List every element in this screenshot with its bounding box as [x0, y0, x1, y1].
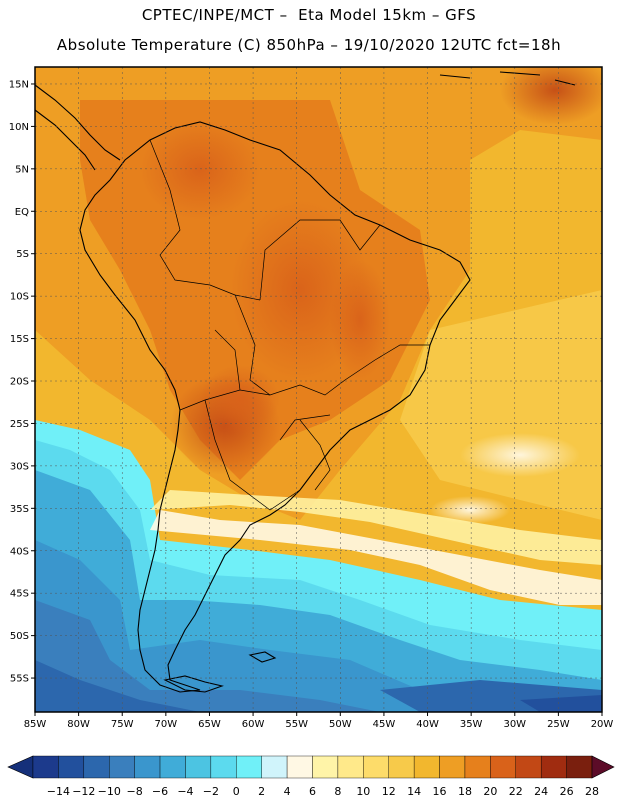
colorbar-label: 22 — [509, 785, 523, 798]
lat-tick-label: 15S — [10, 334, 29, 345]
coastlines — [35, 71, 576, 693]
lon-tick-label: 70W — [155, 719, 178, 730]
tierra-del-fuego — [163, 675, 224, 693]
lon-tick-label: 25W — [547, 719, 570, 730]
colorbar-label: 2 — [258, 785, 265, 798]
colorbar-low-arrow — [7, 755, 34, 779]
colorbar-swatch — [134, 755, 161, 779]
colorbar-swatch — [185, 755, 212, 779]
lat-tick-label: EQ — [15, 207, 29, 218]
colorbar: −14 −12 −10 −8 −6 −4 −2 0 2 4 6 8 10 12 14 16 18 20 22 24 26… — [7, 755, 615, 798]
colorbar-label: 4 — [284, 785, 291, 798]
south-america-coastline — [79, 121, 471, 693]
chart-title-line1: CPTEC/INPE/MCT – Eta Model 15km – GFS — [141, 6, 477, 24]
colorbar-swatch — [464, 755, 491, 779]
lon-tick-label: 65W — [198, 719, 221, 730]
latitude-axis: 15N 10N 5N EQ 5S 10S 15S 20S 25S 30S 35S 40S 45S 50S 5… — [9, 79, 35, 685]
colorbar-swatch — [337, 755, 364, 779]
lon-tick-label: 30W — [503, 719, 526, 730]
borders-north — [149, 139, 430, 396]
lat-tick-label: 25S — [10, 419, 29, 430]
colorbar-swatch — [159, 755, 186, 779]
lon-tick-label: 35W — [460, 719, 483, 730]
colorbar-label: 26 — [560, 785, 574, 798]
colorbar-swatch — [83, 755, 110, 779]
colorbar-swatch — [261, 755, 288, 779]
lat-tick-label: 55S — [10, 674, 29, 685]
colorbar-label: 0 — [233, 785, 240, 798]
colorbar-label: −10 — [98, 785, 121, 798]
colorbar-label: 16 — [433, 785, 447, 798]
longitude-axis: 85W 80W 75W 70W 65W 60W 55W 50W 45W 40W 35W 30W 25W 2… — [24, 712, 614, 730]
colorbar-swatch — [388, 755, 415, 779]
lon-tick-label: 55W — [285, 719, 308, 730]
colorbar-swatch — [413, 755, 440, 779]
lon-tick-label: 75W — [111, 719, 134, 730]
lon-tick-label: 50W — [329, 719, 352, 730]
colorbar-swatch — [515, 755, 542, 779]
colorbar-label: 12 — [382, 785, 396, 798]
lat-tick-label: 30S — [10, 461, 29, 472]
lon-tick-label: 40W — [416, 719, 439, 730]
map-frame — [34, 66, 603, 713]
colorbar-swatch — [236, 755, 262, 779]
colorbar-label: 10 — [356, 785, 370, 798]
colorbar-label: 20 — [483, 785, 497, 798]
lat-tick-label: 10S — [10, 292, 29, 303]
lat-tick-label: 35S — [10, 504, 29, 515]
lat-tick-label: 15N — [9, 79, 29, 90]
colorbar-label: 24 — [534, 785, 548, 798]
colorbar-label: −12 — [72, 785, 95, 798]
lat-tick-label: 20S — [10, 377, 29, 388]
lat-tick-label: 10N — [9, 122, 29, 133]
colorbar-label: −14 — [47, 785, 70, 798]
colorbar-label: −4 — [177, 785, 193, 798]
colorbar-label: 8 — [334, 785, 341, 798]
country-borders — [149, 139, 430, 511]
borders-south — [179, 329, 331, 511]
colorbar-label: −2 — [203, 785, 219, 798]
lon-tick-label: 20W — [591, 719, 614, 730]
colorbar-swatch — [286, 755, 313, 779]
colorbar-swatch — [210, 755, 237, 779]
lat-tick-label: 50S — [10, 631, 29, 642]
colorbar-swatch — [312, 755, 339, 779]
colorbar-label: −8 — [127, 785, 143, 798]
lat-tick-label: 5S — [16, 249, 29, 260]
falkland-islands — [248, 651, 277, 663]
central-america-coastline — [35, 84, 121, 171]
lon-tick-label: 45W — [373, 719, 396, 730]
lon-tick-label: 80W — [67, 719, 90, 730]
colorbar-label: 28 — [585, 785, 599, 798]
colorbar-swatch — [439, 755, 466, 779]
lon-tick-label: 85W — [24, 719, 47, 730]
temperature-field — [35, 67, 602, 712]
chart-title-line2: Absolute Temperature (C) 850hPa – 19/10/… — [56, 36, 562, 54]
colorbar-swatch — [540, 755, 567, 779]
colorbar-swatch — [32, 755, 59, 779]
lat-tick-label: 5N — [15, 164, 29, 175]
colorbar-label: 18 — [458, 785, 472, 798]
colorbar-high-arrow — [591, 755, 615, 779]
colorbar-label: 6 — [309, 785, 316, 798]
colorbar-swatch — [490, 755, 516, 779]
colorbar-label: 14 — [407, 785, 421, 798]
colorbar-swatch — [566, 755, 593, 779]
colorbar-swatch — [363, 755, 389, 779]
colorbar-swatch — [109, 755, 135, 779]
lon-tick-label: 60W — [242, 719, 265, 730]
colorbar-swatch — [58, 755, 85, 779]
lat-tick-label: 40S — [10, 546, 29, 557]
lat-tick-label: 45S — [10, 589, 29, 600]
colorbar-label: −6 — [152, 785, 168, 798]
